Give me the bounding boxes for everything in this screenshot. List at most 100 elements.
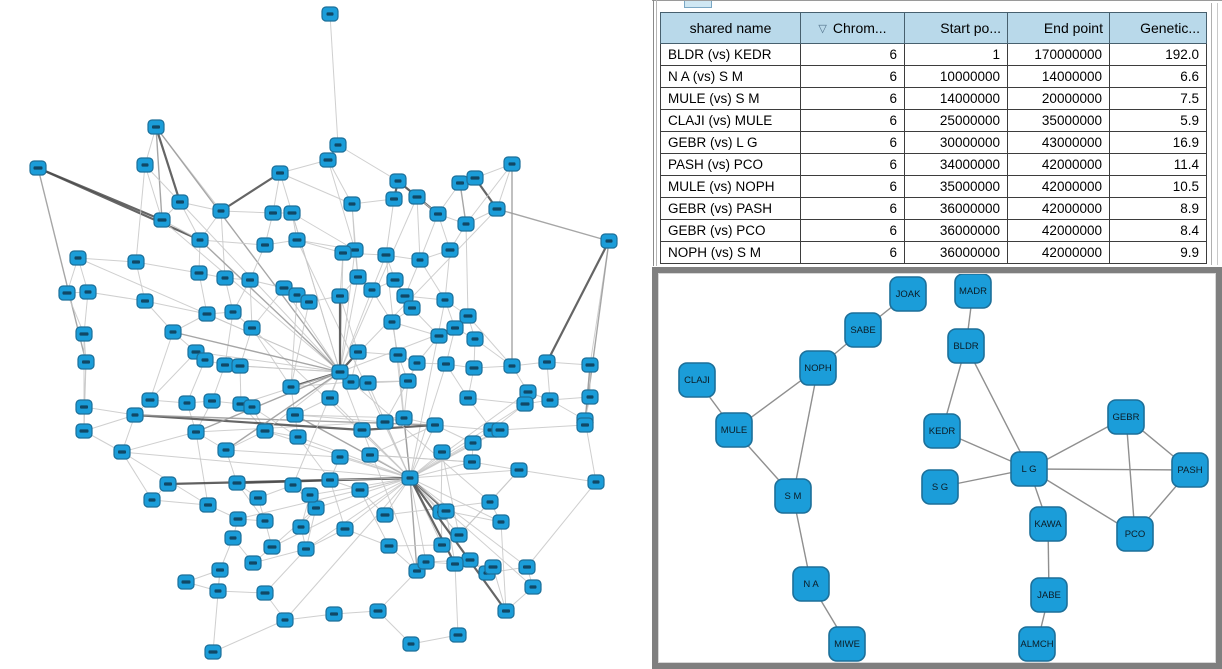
network-edge[interactable] (792, 367, 819, 497)
overview-network-canvas[interactable] (0, 0, 652, 669)
value-cell[interactable]: 10000000 (904, 65, 1008, 88)
value-cell[interactable]: 6.6 (1109, 65, 1207, 88)
value-cell[interactable]: 35000000 (904, 175, 1008, 198)
column-header-endpoint[interactable]: End point (1007, 12, 1110, 44)
value-cell[interactable]: 42000000 (1007, 219, 1110, 242)
value-cell[interactable]: 36000000 (904, 241, 1008, 264)
table-scroll-tab[interactable] (684, 1, 712, 8)
network-node-kedr[interactable]: KEDR (923, 413, 961, 449)
filter-funnel-icon[interactable]: ▽ (818, 23, 827, 35)
shared-name-cell[interactable]: GEBR (vs) L G (660, 131, 801, 154)
table-row[interactable]: N A (vs) S M 6 10000000 14000000 6.6 (660, 65, 1207, 88)
column-header-startpo[interactable]: Start po... (904, 12, 1008, 44)
value-cell[interactable]: 6 (800, 43, 905, 66)
value-cell[interactable]: 8.4 (1109, 219, 1207, 242)
value-cell[interactable]: 42000000 (1007, 197, 1110, 220)
value-cell[interactable]: 192.0 (1109, 43, 1207, 66)
value-cell[interactable]: 6 (800, 65, 905, 88)
network-edge[interactable] (965, 345, 1030, 470)
value-cell[interactable]: 6 (800, 153, 905, 176)
network-node-claji[interactable]: CLAJI (678, 362, 716, 398)
value-cell[interactable]: 25000000 (904, 109, 1008, 132)
table-row[interactable]: GEBR (vs) PCO 6 36000000 42000000 8.4 (660, 219, 1207, 242)
value-cell[interactable]: 7.5 (1109, 87, 1207, 110)
value-cell[interactable]: 6 (800, 241, 905, 264)
value-cell[interactable]: 14000000 (1007, 65, 1110, 88)
node-label-smudge (334, 143, 342, 147)
network-node-joak[interactable]: JOAK (889, 276, 927, 312)
value-cell[interactable]: 36000000 (904, 197, 1008, 220)
network-node-sm[interactable]: S M (774, 478, 812, 514)
network-node-noph[interactable]: NOPH (799, 350, 837, 386)
detail-network-canvas[interactable]: JOAK MADR SABE NOPH BLDR CLAJI MULE KEDR GEBR L G… (658, 273, 1216, 663)
value-cell[interactable]: 6 (800, 109, 905, 132)
shared-name-cell[interactable]: PASH (vs) PCO (660, 153, 801, 176)
network-node-gebr[interactable]: GEBR (1107, 399, 1145, 435)
value-cell[interactable]: 42000000 (1007, 175, 1110, 198)
value-cell[interactable]: 8.9 (1109, 197, 1207, 220)
shared-name-cell[interactable]: MULE (vs) S M (660, 87, 801, 110)
column-header-genetic[interactable]: Genetic... (1109, 12, 1207, 44)
table-row[interactable]: GEBR (vs) PASH 6 36000000 42000000 8.9 (660, 197, 1207, 220)
value-cell[interactable]: 36000000 (904, 219, 1008, 242)
shared-name-cell[interactable]: NOPH (vs) S M (660, 241, 801, 264)
node-label-smudge (297, 525, 305, 529)
value-cell[interactable]: 6 (800, 219, 905, 242)
network-node-lg[interactable]: L G (1010, 451, 1048, 487)
shared-name-cell[interactable]: GEBR (vs) PCO (660, 219, 801, 242)
shared-name-cell[interactable]: CLAJI (vs) MULE (660, 109, 801, 132)
value-cell[interactable]: 9.9 (1109, 241, 1207, 264)
detail-network-panel[interactable]: JOAK MADR SABE NOPH BLDR CLAJI MULE KEDR GEBR L G… (652, 267, 1222, 669)
shared-name-table[interactable]: shared name ▽ Chrom... Start po... End point… (660, 12, 1207, 264)
column-header-sharedname[interactable]: shared name (660, 12, 801, 44)
value-cell[interactable]: 1 (904, 43, 1008, 66)
table-row[interactable]: BLDR (vs) KEDR 6 1 170000000 192.0 (660, 43, 1207, 66)
network-node-na[interactable]: N A (792, 566, 830, 602)
shared-name-cell[interactable]: GEBR (vs) PASH (660, 197, 801, 220)
value-cell[interactable]: 6 (800, 131, 905, 154)
network-node-bldr[interactable]: BLDR (947, 328, 985, 364)
network-node-jabe[interactable]: JABE (1030, 577, 1068, 613)
value-cell[interactable]: 16.9 (1109, 131, 1207, 154)
value-cell[interactable]: 30000000 (904, 131, 1008, 154)
table-row[interactable]: PASH (vs) PCO 6 34000000 42000000 11.4 (660, 153, 1207, 176)
table-scrollbar-track[interactable] (1211, 3, 1212, 265)
value-cell[interactable]: 10.5 (1109, 175, 1207, 198)
table-row[interactable]: GEBR (vs) L G 6 30000000 43000000 16.9 (660, 131, 1207, 154)
table-row[interactable]: MULE (vs) S M 6 14000000 20000000 7.5 (660, 87, 1207, 110)
network-node-mule[interactable]: MULE (715, 412, 753, 448)
value-cell[interactable]: 42000000 (1007, 153, 1110, 176)
column-header-chrom[interactable]: ▽ Chrom... (800, 12, 905, 44)
value-cell[interactable]: 20000000 (1007, 87, 1110, 110)
network-node-pco[interactable]: PCO (1116, 516, 1154, 552)
value-cell[interactable]: 170000000 (1007, 43, 1110, 66)
network-edge[interactable] (1125, 416, 1136, 535)
value-cell[interactable]: 42000000 (1007, 241, 1110, 264)
shared-name-cell[interactable]: MULE (vs) NOPH (660, 175, 801, 198)
value-cell[interactable]: 34000000 (904, 153, 1008, 176)
network-node-sabe[interactable]: SABE (844, 312, 882, 348)
shared-name-cell[interactable]: BLDR (vs) KEDR (660, 43, 801, 66)
table-row[interactable]: NOPH (vs) S M 6 36000000 42000000 9.9 (660, 241, 1207, 264)
value-cell[interactable]: 6 (800, 197, 905, 220)
table-row[interactable]: CLAJI (vs) MULE 6 25000000 35000000 5.9 (660, 109, 1207, 132)
network-edge[interactable] (1028, 468, 1191, 471)
value-cell[interactable]: 35000000 (1007, 109, 1110, 132)
network-node-miwe[interactable]: MIWE (828, 626, 866, 662)
value-cell[interactable]: 11.4 (1109, 153, 1207, 176)
network-node-madr[interactable]: MADR (954, 273, 992, 309)
network-node-sg[interactable]: S G (921, 469, 959, 505)
value-cell[interactable]: 5.9 (1109, 109, 1207, 132)
value-cell[interactable]: 6 (800, 87, 905, 110)
network-node-kawa[interactable]: KAWA (1029, 506, 1067, 542)
detail-network-viewport[interactable]: JOAK MADR SABE NOPH BLDR CLAJI MULE KEDR GEBR L G… (658, 273, 1216, 663)
value-cell[interactable]: 43000000 (1007, 131, 1110, 154)
value-cell[interactable]: 14000000 (904, 87, 1008, 110)
shared-name-cell[interactable]: N A (vs) S M (660, 65, 801, 88)
overview-network-panel[interactable] (0, 0, 652, 669)
network-edge (339, 208, 498, 373)
network-node-almch[interactable]: ALMCH (1018, 626, 1056, 662)
network-node-pash[interactable]: PASH (1171, 452, 1209, 488)
table-row[interactable]: MULE (vs) NOPH 6 35000000 42000000 10.5 (660, 175, 1207, 198)
value-cell[interactable]: 6 (800, 175, 905, 198)
